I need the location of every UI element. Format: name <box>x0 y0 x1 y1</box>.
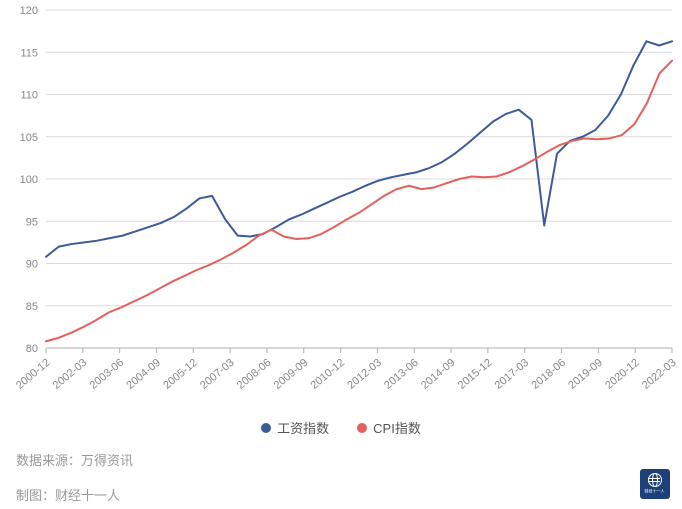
svg-text:2005-12: 2005-12 <box>161 357 200 392</box>
source-label: 数据来源：万得资讯 <box>16 450 133 469</box>
legend-label: CPI指数 <box>373 418 421 437</box>
svg-text:2019-09: 2019-09 <box>566 357 605 392</box>
svg-text:120: 120 <box>20 5 38 17</box>
logo-text: 财经十一人 <box>645 489 665 495</box>
svg-text:2007-03: 2007-03 <box>198 357 237 392</box>
legend: 工资指数 CPI指数 <box>0 418 682 437</box>
svg-text:80: 80 <box>26 343 38 355</box>
svg-text:110: 110 <box>20 90 38 102</box>
svg-text:90: 90 <box>26 259 38 271</box>
svg-text:2018-06: 2018-06 <box>529 357 568 392</box>
chart-container: 808590951001051101151202000-122002-03200… <box>0 0 682 509</box>
svg-text:2022-03: 2022-03 <box>640 357 679 392</box>
legend-item: CPI指数 <box>357 418 421 437</box>
svg-text:2008-06: 2008-06 <box>235 357 274 392</box>
svg-text:2020-12: 2020-12 <box>603 357 642 392</box>
svg-text:115: 115 <box>20 47 38 59</box>
svg-text:2013-06: 2013-06 <box>382 357 421 392</box>
svg-text:85: 85 <box>26 301 38 313</box>
legend-item: 工资指数 <box>261 418 329 437</box>
svg-text:2002-03: 2002-03 <box>51 357 90 392</box>
svg-text:100: 100 <box>20 174 38 186</box>
svg-text:2015-12: 2015-12 <box>456 357 495 392</box>
credit-label: 制图：财经十一人 <box>16 485 120 504</box>
globe-icon <box>648 473 662 487</box>
svg-text:2000-12: 2000-12 <box>14 357 53 392</box>
svg-text:2009-09: 2009-09 <box>272 357 311 392</box>
legend-dot-icon <box>261 423 271 433</box>
svg-text:2012-03: 2012-03 <box>345 357 384 392</box>
svg-text:95: 95 <box>26 216 38 228</box>
svg-text:2017-03: 2017-03 <box>493 357 532 392</box>
svg-text:2010-12: 2010-12 <box>309 357 348 392</box>
svg-text:2003-06: 2003-06 <box>88 357 127 392</box>
svg-text:2004-09: 2004-09 <box>124 357 163 392</box>
legend-dot-icon <box>357 423 367 433</box>
svg-text:105: 105 <box>20 132 38 144</box>
legend-label: 工资指数 <box>277 418 329 437</box>
publisher-logo: 财经十一人 <box>640 469 670 499</box>
svg-text:2014-09: 2014-09 <box>419 357 458 392</box>
